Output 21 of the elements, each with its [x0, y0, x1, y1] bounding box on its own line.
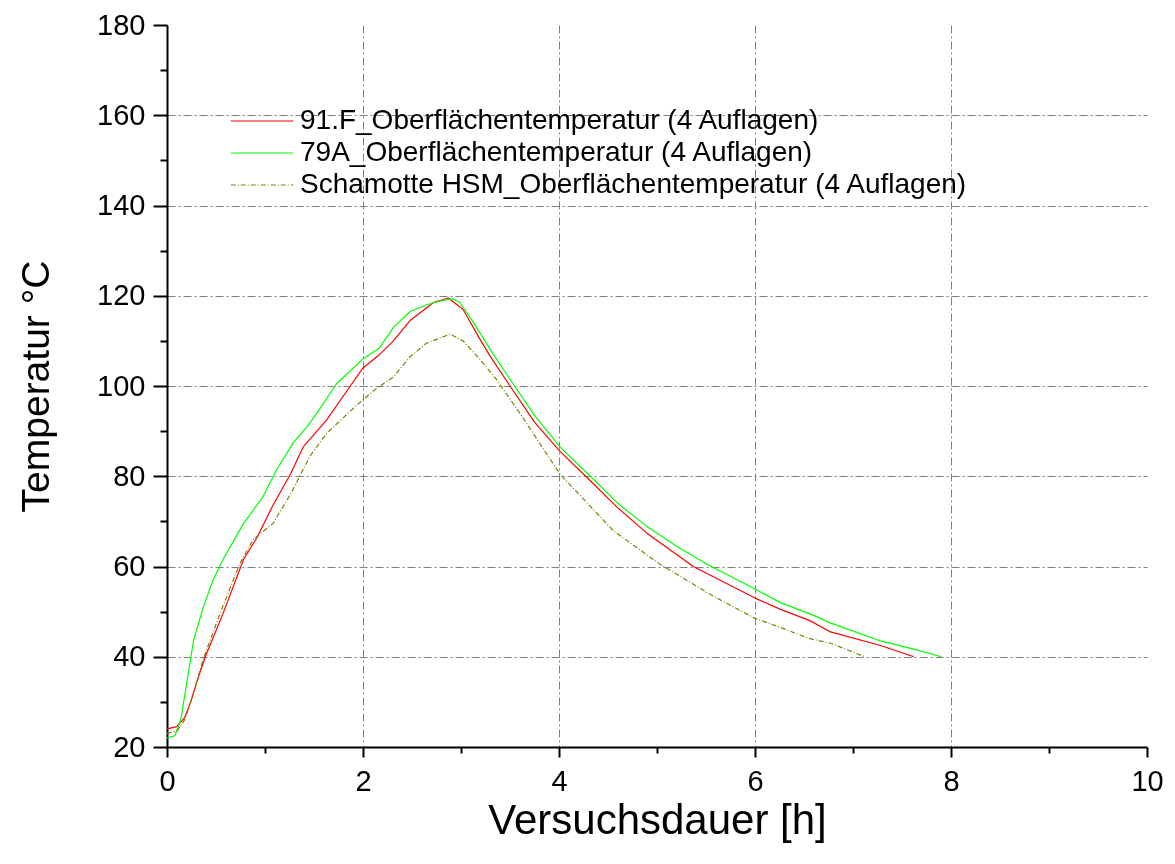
y-tick-label: 80	[113, 459, 146, 492]
line-series	[167, 333, 866, 735]
x-tick-label: 8	[943, 764, 960, 797]
y-tick-label: 140	[97, 189, 146, 221]
legend-label: Schamotte HSM_Oberflächentemperatur (4 Auflagen)	[300, 168, 967, 199]
x-axis-title: Versuchsdauer [h]	[488, 795, 827, 843]
x-tick-label: 10	[1131, 764, 1164, 797]
y-tick-label: 160	[97, 98, 146, 131]
y-tick-label: 40	[113, 640, 146, 673]
x-tick-label: 6	[747, 764, 764, 797]
x-tick-label: 2	[355, 764, 372, 797]
y-tick-label: 60	[113, 550, 146, 582]
legend-label: 91.F_Oberflächentemperatur (4 Auflagen)	[300, 104, 819, 135]
x-tick-label: 0	[159, 764, 176, 797]
y-tick-label: 180	[97, 8, 146, 41]
y-tick-label: 20	[113, 730, 146, 763]
y-axis-title: Temperatur °C	[14, 260, 58, 513]
x-tick-label: 4	[551, 764, 568, 797]
y-tick-label: 120	[97, 279, 146, 312]
legend-label: 79A_Oberflächentemperatur (4 Auflagen)	[300, 136, 813, 167]
y-tick-label: 100	[97, 369, 146, 402]
